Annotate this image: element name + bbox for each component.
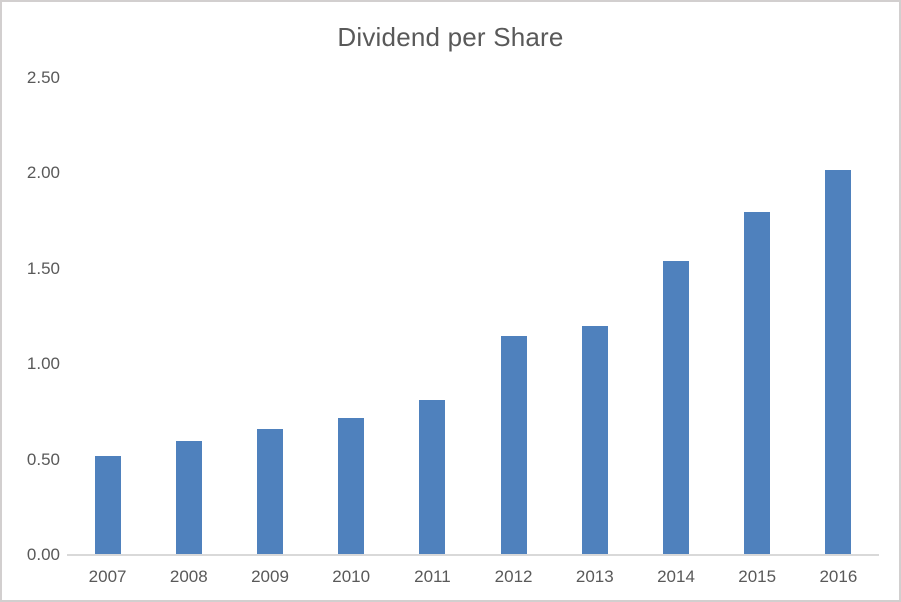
y-axis-labels: 0.00 0.50 1.00 1.50 2.00 2.50	[2, 68, 60, 564]
x-tick-label-2016: 2016	[819, 567, 858, 586]
x-tick-label-2009: 2009	[251, 567, 289, 586]
x-tick-label-2015: 2015	[738, 567, 777, 586]
bar-2011	[419, 400, 446, 555]
y-tick-label-1.00: 1.00	[26, 354, 60, 374]
x-tick-label-2008: 2008	[169, 567, 208, 586]
y-tick-label-2.50: 2.50	[26, 68, 60, 87]
x-tick-label-2011: 2011	[414, 567, 451, 586]
bar-2012	[500, 335, 527, 555]
plot-area	[67, 78, 879, 555]
chart-title: Dividend per Share	[337, 22, 564, 52]
bar-2008	[175, 440, 202, 555]
bar-2015	[744, 211, 771, 555]
bar-2016	[825, 169, 852, 555]
y-tick-label-0.00: 0.00	[26, 545, 60, 564]
x-tick-label-2007: 2007	[88, 567, 127, 586]
x-axis-labels: 2007 2008 2009 2010 2011 2012 2013 2014 2015 2016	[67, 555, 879, 595]
x-tick-label-2010: 2010	[332, 567, 371, 586]
bar-2009	[257, 429, 283, 555]
bar-2013	[581, 326, 608, 555]
y-tick-label-0.50: 0.50	[26, 449, 60, 469]
bar-2010	[338, 417, 365, 555]
y-tick-label-2.00: 2.00	[26, 163, 60, 183]
bar-2014	[663, 261, 689, 555]
x-tick-label-2013: 2013	[575, 567, 614, 586]
x-axis-line	[67, 554, 879, 556]
x-tick-label-2014: 2014	[657, 567, 695, 586]
y-tick-label-1.50: 1.50	[26, 258, 60, 278]
bar-2007	[94, 455, 121, 555]
x-tick-label-2012: 2012	[494, 567, 533, 586]
